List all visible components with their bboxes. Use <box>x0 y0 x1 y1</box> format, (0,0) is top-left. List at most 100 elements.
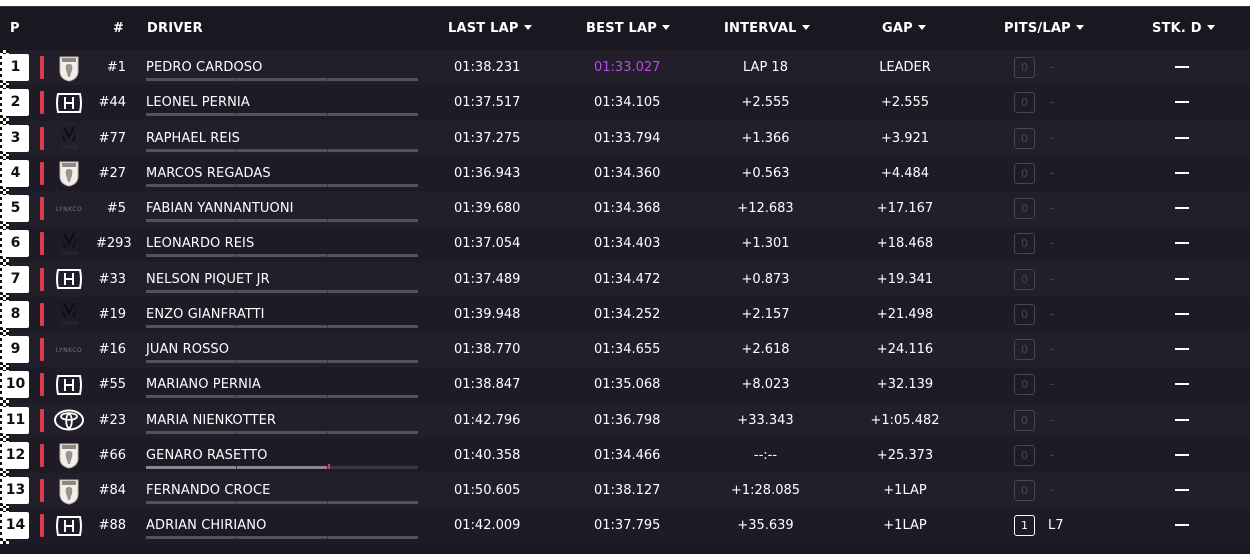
car-number: #293 <box>96 236 132 252</box>
timing-table-body: 1 #1 PEDRO CARDOSO 01:38.231 01:33.027 LAP 18… <box>0 50 1250 544</box>
pit-lap: - <box>1050 201 1055 216</box>
header-best-lap[interactable]: BEST LAP <box>586 7 671 50</box>
lap-progress-bar <box>146 430 418 434</box>
table-row[interactable]: 13 #84 FERNANDO CROCE 01:50.605 01:38.127 +1:… <box>0 473 1250 509</box>
table-row[interactable]: 11 #23 MARIA NIENKOTTER 01:42.796 01:36.798 +… <box>0 402 1250 438</box>
pit-count-box: 0 <box>1014 268 1035 290</box>
pit-lap: - <box>1050 447 1055 463</box>
header-pits-lap-label: PITS/LAP <box>1004 21 1071 36</box>
driver-name[interactable]: MARIA NIENKOTTER <box>146 412 277 428</box>
header-gap[interactable]: GAP <box>882 7 926 50</box>
header-last-lap[interactable]: LAST LAP <box>448 7 532 50</box>
table-row[interactable]: 7 #33 NELSON PIQUET JR 01:37.489 01:34.472 +0… <box>0 261 1250 297</box>
driver-name[interactable]: PEDRO CARDOSO <box>146 60 263 75</box>
team-color-stripe <box>40 479 44 502</box>
header-driver: DRIVER <box>147 21 203 36</box>
peugeot-logo-icon <box>52 477 86 505</box>
gap-value: +1:05.482 <box>870 412 940 428</box>
best-lap-time: 01:34.368 <box>594 201 661 216</box>
pit-count-box: 1 <box>1014 515 1035 537</box>
table-row[interactable]: 12 #66 GENARO RASETTO 01:40.358 01:34.466 --:… <box>0 437 1250 473</box>
pit-count-box: 0 <box>1014 127 1035 149</box>
car-number: #77 <box>98 130 126 146</box>
gap-value: +1LAP <box>883 483 927 498</box>
car-number: #1 <box>106 60 126 75</box>
position-badge: 10 <box>2 371 29 399</box>
driver-name[interactable]: MARCOS REGADAS <box>146 165 271 181</box>
driver-name[interactable]: ENZO GIANFRATTI <box>146 306 265 322</box>
stk-dash <box>1175 383 1189 386</box>
pit-lap: - <box>1050 60 1055 75</box>
stk-dash <box>1175 348 1189 350</box>
driver-name[interactable]: LEONEL PERNIA <box>146 95 250 111</box>
team-color-stripe <box>40 91 44 115</box>
stk-dash <box>1175 312 1189 315</box>
interval-value: +2.555 <box>741 95 790 111</box>
table-row[interactable]: 8 CUPRA #19 ENZO GIANFRATTI 01:39.948 01:34.2… <box>0 296 1250 332</box>
interval-value: +8.023 <box>741 377 790 393</box>
lap-progress-bar <box>146 289 418 293</box>
cupra-logo-icon: CUPRA <box>52 125 86 152</box>
pit-lap: - <box>1050 271 1055 287</box>
sort-caret-icon <box>801 25 810 30</box>
header-pits-lap[interactable]: PITS/LAP <box>1004 7 1084 50</box>
best-lap-time: 01:34.655 <box>594 342 661 357</box>
driver-name[interactable]: GENARO RASETTO <box>146 447 268 463</box>
stk-dash <box>1175 453 1189 456</box>
gap-value: +17.167 <box>876 201 934 216</box>
lynkco-logo-icon: LYNKCO <box>52 336 86 363</box>
driver-name[interactable]: FERNANDO CROCE <box>146 483 271 498</box>
car-number: #23 <box>98 412 126 428</box>
best-lap-time: 01:38.127 <box>594 483 661 498</box>
last-lap-time: 01:42.796 <box>454 412 521 428</box>
header-interval[interactable]: INTERVAL <box>724 7 810 50</box>
table-row[interactable]: 1 #1 PEDRO CARDOSO 01:38.231 01:33.027 LAP 18… <box>0 50 1250 86</box>
honda-logo-icon <box>52 371 86 398</box>
table-row[interactable]: 9 LYNKCO #16 JUAN ROSSO 01:38.770 01:34.655 +2… <box>0 332 1250 368</box>
pit-lap: - <box>1050 95 1055 111</box>
driver-name[interactable]: NELSON PIQUET JR <box>146 271 270 287</box>
sort-caret-icon <box>523 25 532 30</box>
lap-progress-bar <box>146 148 418 152</box>
table-row[interactable]: 2 #44 LEONEL PERNIA 01:37.517 01:34.105 +2.55… <box>0 85 1250 121</box>
interval-value: +0.873 <box>741 271 790 287</box>
header-car-number: # <box>113 21 125 36</box>
pit-lap: - <box>1050 236 1055 252</box>
driver-name[interactable]: ADRIAN CHIRIANO <box>146 518 267 534</box>
lap-progress-bar <box>146 78 418 81</box>
driver-name[interactable]: FABIAN YANNANTUONI <box>146 201 294 216</box>
last-lap-time: 01:38.770 <box>454 342 521 357</box>
interval-value: +2.157 <box>741 306 790 322</box>
gap-value: +2.555 <box>880 95 930 111</box>
table-row[interactable]: 10 #55 MARIANO PERNIA 01:38.847 01:35.068 +8.… <box>0 367 1250 403</box>
lap-progress-bar <box>146 536 418 540</box>
interval-value: +0.563 <box>741 165 790 181</box>
position-badge: 6 <box>2 230 29 258</box>
last-lap-time: 01:39.948 <box>454 306 521 322</box>
table-row[interactable]: 5 LYNKCO #5 FABIAN YANNANTUONI 01:39.680 01:3… <box>0 191 1250 227</box>
table-row[interactable]: 3 CUPRA #77 RAPHAEL REIS 01:37.275 01:33.794 +… <box>0 120 1250 156</box>
pit-count-box: 0 <box>1014 233 1035 255</box>
driver-name[interactable]: RAPHAEL REIS <box>146 130 241 146</box>
team-color-stripe <box>40 56 44 79</box>
lap-progress-bar <box>146 463 418 469</box>
lap-progress-bar <box>146 219 418 222</box>
best-lap-time: 01:33.027 <box>594 60 661 75</box>
table-row[interactable]: 14 #88 ADRIAN CHIRIANO 01:42.009 01:37.795 +3… <box>0 508 1250 544</box>
driver-name[interactable]: JUAN ROSSO <box>146 342 230 357</box>
best-lap-time: 01:33.794 <box>594 130 661 146</box>
stk-dash <box>1175 171 1189 174</box>
driver-name[interactable]: MARIANO PERNIA <box>146 377 261 393</box>
car-number: #19 <box>98 306 126 322</box>
gap-value: +3.921 <box>880 130 930 146</box>
driver-name[interactable]: LEONARDO REIS <box>146 236 255 252</box>
table-row[interactable]: 4 #27 MARCOS REGADAS 01:36.943 01:34.360 +0.5… <box>0 155 1250 191</box>
peugeot-logo-icon <box>52 442 86 469</box>
table-row[interactable]: 6 CUPRA #293 LEONARDO REIS 01:37.054 01:34.40… <box>0 226 1250 262</box>
best-lap-time: 01:34.252 <box>594 306 661 322</box>
gap-value: +21.498 <box>876 306 934 322</box>
lynkco-logo-icon: LYNKCO <box>52 195 86 222</box>
header-stk-d[interactable]: STK. D <box>1152 7 1215 50</box>
gap-value: +25.373 <box>876 447 934 463</box>
best-lap-time: 01:34.360 <box>594 165 661 181</box>
